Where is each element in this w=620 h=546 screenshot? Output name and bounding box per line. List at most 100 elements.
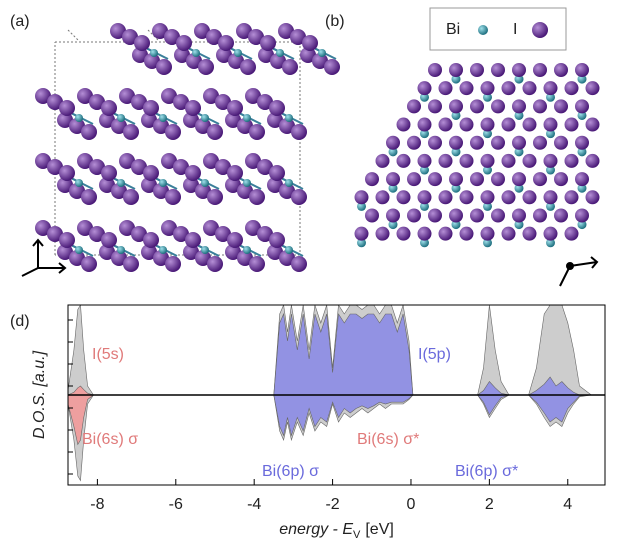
atom-i xyxy=(480,117,495,132)
atom-i xyxy=(225,112,241,128)
atom-i xyxy=(122,29,138,45)
atom-i xyxy=(407,172,421,187)
atom-i xyxy=(501,153,516,168)
atom-i xyxy=(101,165,117,181)
atom-i xyxy=(554,208,568,223)
panel-label: (d) xyxy=(10,313,30,330)
atom-i xyxy=(249,124,265,140)
atom-i xyxy=(522,226,537,241)
atom-bi xyxy=(243,246,251,254)
atom-i xyxy=(459,226,474,241)
atom-i xyxy=(267,244,283,260)
x-tick-label: 4 xyxy=(563,496,572,513)
atom-bi xyxy=(483,92,492,102)
atom-bi xyxy=(546,129,555,139)
atom-bi xyxy=(285,246,293,254)
atom-i xyxy=(185,165,201,181)
atom-i xyxy=(141,112,157,128)
atom-i xyxy=(522,153,537,168)
atom-i xyxy=(543,117,558,132)
atom-i xyxy=(99,244,115,260)
atom-i xyxy=(480,81,495,96)
atom-bi xyxy=(159,114,167,122)
atom-i xyxy=(459,81,474,96)
atom-i xyxy=(512,99,526,114)
atom-i xyxy=(227,165,243,181)
atom-bi xyxy=(285,179,293,187)
y-axis-label: D.O.S. [a.u.] xyxy=(31,350,48,439)
atom-i xyxy=(110,23,126,39)
atom-i xyxy=(195,183,211,199)
atom-i xyxy=(185,232,201,248)
atom-i xyxy=(35,153,51,169)
atom-bi xyxy=(483,238,492,248)
atom-i xyxy=(143,100,159,116)
plot-area xyxy=(68,305,593,482)
atom-i xyxy=(47,159,63,175)
atom-i xyxy=(194,23,210,39)
atom-i xyxy=(111,183,127,199)
atom-i xyxy=(428,135,442,150)
atom-bi xyxy=(420,238,429,248)
atom-i xyxy=(143,232,159,248)
atom-i xyxy=(491,208,505,223)
atom-bi xyxy=(243,114,251,122)
atom-i xyxy=(501,226,516,241)
atom-i xyxy=(438,81,453,96)
atom-i xyxy=(269,165,285,181)
atom-bi xyxy=(514,74,524,84)
atom-bi xyxy=(318,49,326,57)
plot-frame xyxy=(67,304,606,486)
dos-plot: -8 -6 -4 -2 0 2 4 energy - EV [eV] D.O.S. [a.u.] I… xyxy=(31,304,606,541)
atom-i xyxy=(470,172,484,187)
atom-i xyxy=(207,189,223,205)
atom-i xyxy=(131,94,147,110)
structure-legend: Bi I xyxy=(429,7,567,51)
atom-bi xyxy=(388,147,398,157)
atom-i xyxy=(407,99,421,114)
legend-swatch xyxy=(532,22,548,38)
atom-i xyxy=(69,250,85,266)
atom-i xyxy=(260,35,276,51)
atom-i xyxy=(491,172,505,187)
atom-i xyxy=(132,47,148,63)
atom-i xyxy=(533,99,547,114)
atom-bi xyxy=(546,92,555,102)
atom-bi xyxy=(451,74,461,84)
atom-i xyxy=(215,94,231,110)
atom-bi xyxy=(420,201,429,211)
atom-i xyxy=(141,244,157,260)
atom-i xyxy=(512,135,526,150)
atom-i xyxy=(203,153,219,169)
atom-i xyxy=(47,226,63,242)
atom-bi xyxy=(577,183,587,193)
atom-i xyxy=(59,165,75,181)
atom-i xyxy=(449,63,463,77)
atom-i xyxy=(99,177,115,193)
atom-bi xyxy=(483,129,492,139)
x-tick-label: -6 xyxy=(169,496,183,513)
atom-bi xyxy=(420,92,429,102)
atom-i xyxy=(543,153,558,168)
atom-i xyxy=(89,226,105,242)
atom-i xyxy=(279,183,295,199)
x-axis-label-unit: [eV] xyxy=(365,521,393,538)
atom-bi xyxy=(388,220,398,230)
atom-i xyxy=(119,153,135,169)
dos-area xyxy=(68,394,95,446)
atom-i xyxy=(123,256,139,272)
atom-i xyxy=(258,47,274,63)
atom-i xyxy=(480,226,495,241)
annotation: Bi(6p) σ* xyxy=(455,463,518,480)
atom-bi xyxy=(546,201,555,211)
atom-i xyxy=(173,159,189,175)
atom-bi xyxy=(192,49,200,57)
atom-i xyxy=(491,99,505,114)
annotation: Bi(6p) σ xyxy=(262,463,319,480)
atom-bi xyxy=(285,114,293,122)
atom-i xyxy=(438,190,453,205)
atom-i xyxy=(533,135,547,150)
atom-bi xyxy=(546,238,555,248)
atom-i xyxy=(428,172,442,187)
atom-i xyxy=(69,118,85,134)
